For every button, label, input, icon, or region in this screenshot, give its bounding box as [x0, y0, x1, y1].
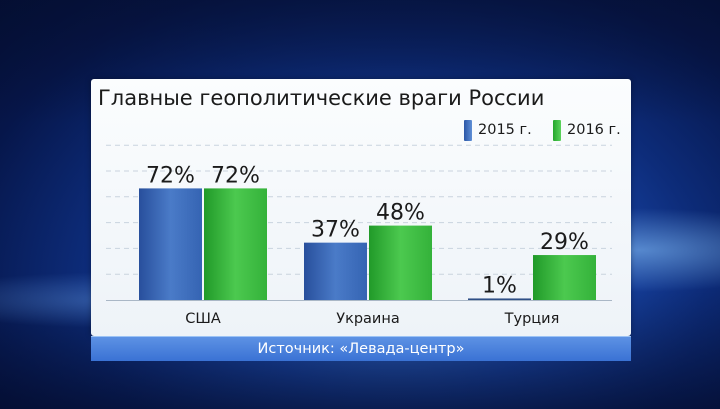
- chart-title: Главные геополитические враги России: [98, 86, 545, 110]
- legend-swatch-2016: [553, 119, 561, 141]
- category-label: США: [185, 311, 221, 327]
- data-label-2016-1: 48%: [376, 201, 425, 226]
- data-label-2015-2: 1%: [482, 273, 517, 298]
- legend-item-2015: 2015 г.: [464, 119, 532, 141]
- legend-label-2015: 2015 г.: [478, 122, 532, 138]
- data-label-2015-0: 72%: [146, 163, 195, 188]
- category-label: Турция: [504, 311, 560, 327]
- category-label: Украина: [336, 311, 399, 327]
- data-label-2015-1: 37%: [311, 218, 360, 243]
- bar-2015-0: [139, 188, 202, 300]
- legend-item-2016: 2016 г.: [553, 119, 621, 141]
- legend-swatch-2015: [464, 119, 472, 141]
- data-label-2016-0: 72%: [211, 163, 260, 188]
- bar-2016-2: [533, 255, 596, 300]
- data-label-2016-2: 29%: [540, 230, 589, 255]
- legend-label-2016: 2016 г.: [567, 122, 621, 138]
- bar-2016-0: [204, 188, 267, 300]
- bar-2015-2: [468, 298, 531, 300]
- bar-2015-1: [304, 242, 367, 300]
- source-footer: Источник: «Левада-центр»: [91, 336, 631, 361]
- bar-2016-1: [369, 225, 432, 300]
